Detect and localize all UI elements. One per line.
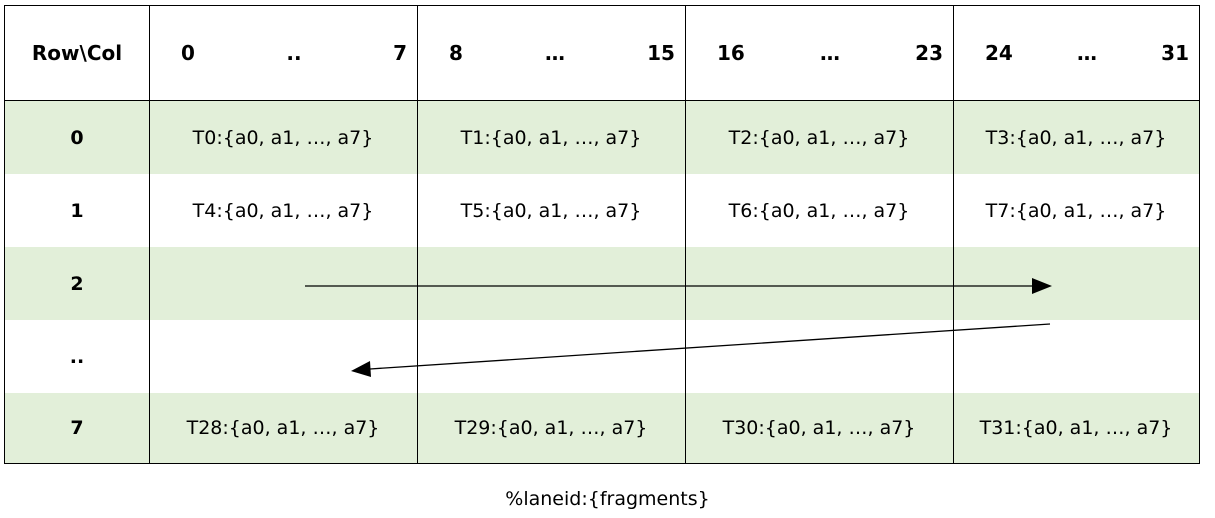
row-label: 7 bbox=[70, 417, 84, 439]
column-end: 23 bbox=[915, 41, 943, 65]
column-ellipsis: … bbox=[820, 41, 840, 65]
lane-cell: T6:{a0, a1, …, a7} bbox=[728, 199, 910, 222]
lane-cell: T30:{a0, a1, …, a7} bbox=[722, 417, 916, 439]
lane-cell: T29:{a0, a1, …, a7} bbox=[454, 417, 648, 439]
lane-cell bbox=[149, 247, 417, 320]
lane-cell bbox=[417, 247, 685, 320]
table-row-7: 7 T28:{a0, a1, …, a7} T29:{a0, a1, …, a7… bbox=[5, 393, 1199, 463]
column-end: 7 bbox=[393, 41, 407, 65]
fragment-table: Row\Col 0 .. 7 8 … 15 16 … 23 24 … 31 bbox=[4, 5, 1200, 464]
column-divider bbox=[417, 6, 418, 463]
lane-cell bbox=[149, 320, 417, 393]
lane-cell bbox=[953, 247, 1199, 320]
table-row-2: 2 bbox=[5, 247, 1199, 320]
lane-cell: T3:{a0, a1, …, a7} bbox=[985, 126, 1167, 149]
header-row: Row\Col 0 .. 7 8 … 15 16 … 23 24 … 31 bbox=[5, 6, 1199, 100]
caption: %laneid:{fragments} bbox=[505, 488, 710, 510]
column-start: 0 bbox=[181, 41, 195, 65]
table-row-1: 1 T4:{a0, a1, …, a7} T5:{a0, a1, …, a7} … bbox=[5, 174, 1199, 247]
lane-cell: T0:{a0, a1, …, a7} bbox=[192, 126, 374, 149]
lane-cell: T28:{a0, a1, …, a7} bbox=[186, 417, 380, 439]
table-row-ellipsis: .. bbox=[5, 320, 1199, 393]
column-group-0: 0 .. 7 bbox=[149, 6, 417, 100]
header-divider bbox=[5, 100, 1199, 101]
column-ellipsis: .. bbox=[286, 41, 302, 65]
corner-label: Row\Col bbox=[31, 41, 123, 65]
column-end: 31 bbox=[1161, 41, 1189, 65]
column-group-1: 8 … 15 bbox=[417, 6, 685, 100]
lane-cell: T2:{a0, a1, …, a7} bbox=[728, 126, 910, 149]
lane-cell bbox=[685, 320, 953, 393]
row-label: .. bbox=[69, 345, 85, 368]
column-ellipsis: … bbox=[545, 41, 566, 65]
lane-cell bbox=[417, 320, 685, 393]
lane-cell: T7:{a0, a1, …, a7} bbox=[985, 199, 1167, 222]
column-start: 8 bbox=[449, 41, 463, 65]
column-start: 16 bbox=[717, 41, 745, 65]
column-divider bbox=[953, 6, 954, 463]
table-row-0: 0 T0:{a0, a1, …, a7} T1:{a0, a1, …, a7} … bbox=[5, 101, 1199, 174]
column-divider bbox=[149, 6, 150, 463]
column-divider bbox=[685, 6, 686, 463]
column-group-2: 16 … 23 bbox=[685, 6, 953, 100]
column-end: 15 bbox=[647, 41, 675, 65]
lane-cell: T5:{a0, a1, …, a7} bbox=[460, 199, 642, 222]
column-group-3: 24 … 31 bbox=[953, 6, 1199, 100]
lane-cell bbox=[685, 247, 953, 320]
row-label: 2 bbox=[70, 272, 84, 295]
column-ellipsis: … bbox=[1077, 41, 1097, 65]
lane-cell: T4:{a0, a1, …, a7} bbox=[192, 199, 374, 222]
lane-cell bbox=[953, 320, 1199, 393]
row-label: 0 bbox=[70, 126, 84, 149]
lane-cell: T1:{a0, a1, …, a7} bbox=[460, 126, 642, 149]
column-start: 24 bbox=[985, 41, 1013, 65]
row-label: 1 bbox=[70, 199, 84, 222]
lane-cell: T31:{a0, a1, …, a7} bbox=[979, 417, 1173, 439]
